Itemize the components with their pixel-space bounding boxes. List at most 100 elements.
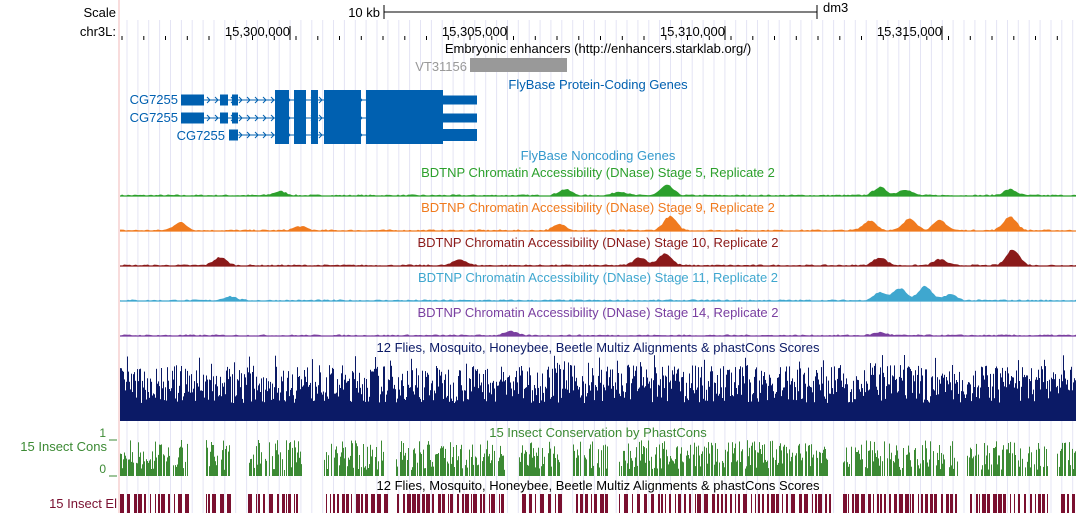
- multiz-bar: [243, 402, 244, 421]
- multiz-bar: [425, 371, 426, 421]
- phastcons-bar: [153, 468, 154, 476]
- multiz-bar: [137, 369, 138, 421]
- phastcons-bar: [258, 440, 259, 476]
- multiz-bar: [337, 379, 338, 421]
- multiz-bar: [219, 395, 220, 421]
- conserved-element: [150, 494, 151, 513]
- gene-label-1[interactable]: CG7255: [130, 92, 178, 107]
- phastcons-bar: [249, 462, 250, 476]
- phastcons-bar: [784, 444, 785, 476]
- multiz-bar: [246, 384, 247, 421]
- multiz-bar: [752, 394, 753, 421]
- multiz-bar: [265, 389, 266, 421]
- multiz-bar: [171, 388, 172, 421]
- phastcons-bar: [694, 442, 695, 476]
- dnase-stage9-track[interactable]: BDTNP Chromatin Accessibility (DNase) St…: [120, 200, 1076, 232]
- phastcons-bar: [250, 459, 251, 476]
- multiz-bar: [579, 387, 580, 421]
- phastcons-bar: [603, 445, 604, 476]
- phastcons-track[interactable]: 15 Insect Cons 1 0 15 Insect Conservatio…: [20, 425, 1076, 477]
- phastcons-bar: [708, 442, 709, 476]
- multiz-bar: [821, 367, 822, 421]
- multiz-bar: [432, 380, 433, 421]
- gene-label-3[interactable]: CG7255: [177, 128, 225, 143]
- phastcons-bar: [735, 443, 736, 476]
- phastcons-bar: [1003, 445, 1004, 476]
- strand-arrow: [254, 114, 259, 122]
- phastcons-bar: [930, 441, 931, 476]
- dnase-stage10-track[interactable]: BDTNP Chromatin Accessibility (DNase) St…: [120, 235, 1076, 267]
- dnase-stage5-track[interactable]: BDTNP Chromatin Accessibility (DNase) St…: [120, 165, 1076, 197]
- conserved-element: [185, 494, 189, 513]
- multiz-bar: [777, 377, 778, 421]
- multiz-bar: [180, 371, 181, 421]
- multiz-bar: [744, 383, 745, 421]
- enhancer-item[interactable]: [470, 58, 567, 72]
- phastcons-bar: [158, 454, 159, 476]
- multiz-bar: [784, 387, 785, 421]
- phastcons-bar: [476, 457, 477, 476]
- multiz-bar: [550, 398, 551, 421]
- conserved-element: [483, 494, 485, 513]
- dnase-stage11-track[interactable]: BDTNP Chromatin Accessibility (DNase) St…: [120, 270, 1076, 302]
- insect-elements-track[interactable]: 12 Flies, Mosquito, Honeybee, Beetle Mul…: [49, 478, 1075, 513]
- multiz-bar: [1004, 386, 1005, 421]
- multiz-bar: [490, 382, 491, 421]
- gene-exon: [468, 113, 477, 123]
- dnase-stage14-title: BDTNP Chromatin Accessibility (DNase) St…: [417, 305, 778, 320]
- multiz-bar: [926, 369, 927, 421]
- multiz-bar: [539, 403, 540, 421]
- multiz-bar: [204, 397, 205, 421]
- multiz-bar: [315, 381, 316, 421]
- phastcons-bar: [492, 444, 493, 476]
- phastcons-bar: [882, 461, 883, 476]
- multiz-bar: [594, 400, 595, 421]
- multiz-bar: [748, 402, 749, 421]
- multiz-bar: [354, 379, 355, 421]
- flybase-noncoding-track[interactable]: FlyBase Noncoding Genes: [521, 148, 676, 163]
- phastcons-bar: [257, 464, 258, 476]
- multiz-bar: [131, 373, 132, 421]
- multiz-bar: [1008, 373, 1009, 421]
- phastcons-bar: [213, 445, 214, 476]
- multiz-bar: [830, 393, 831, 421]
- multiz-bar: [844, 388, 845, 421]
- phastcons-bar: [641, 440, 642, 476]
- gene-label-2[interactable]: CG7255: [130, 110, 178, 125]
- dnase-stage14-track[interactable]: BDTNP Chromatin Accessibility (DNase) St…: [120, 305, 1076, 337]
- phastcons-side-label[interactable]: 15 Insect Cons: [20, 439, 107, 454]
- multiz-bar: [705, 400, 706, 421]
- multiz-bar: [838, 368, 839, 421]
- multiz-bar: [953, 399, 954, 421]
- multiz-bar: [365, 401, 366, 421]
- enhancers-track[interactable]: Embryonic enhancers (http://enhancers.st…: [415, 41, 751, 74]
- phastcons-bar: [282, 459, 283, 476]
- elements-side-label[interactable]: 15 Insect El: [49, 496, 117, 511]
- multiz-bar: [449, 401, 450, 421]
- multiz-bar: [399, 389, 400, 421]
- multiz-bar: [797, 369, 798, 421]
- conserved-element: [269, 494, 273, 513]
- multiz-track[interactable]: 12 Flies, Mosquito, Honeybee, Beetle Mul…: [120, 340, 1076, 421]
- phastcons-bar: [437, 454, 438, 476]
- phastcons-bar: [898, 458, 899, 476]
- phastcons-bar: [532, 457, 533, 476]
- conserved-element: [651, 494, 654, 513]
- phastcons-bar: [926, 448, 927, 476]
- phastcons-bar: [251, 458, 252, 476]
- multiz-bar: [938, 394, 939, 421]
- phastcons-bar: [664, 441, 665, 476]
- phastcons-bar: [640, 460, 641, 476]
- multiz-bar: [216, 375, 217, 421]
- flybase-coding-track[interactable]: FlyBase Protein-Coding Genes CG7255 CG72…: [130, 77, 689, 144]
- multiz-bar: [291, 388, 292, 421]
- base-position-ruler[interactable]: Scale chr3L: 10 kb dm3 15,300,000 15,305…: [80, 0, 1058, 40]
- conserved-element: [934, 494, 937, 513]
- multiz-bar: [196, 370, 197, 421]
- multiz-bar: [804, 372, 805, 421]
- conserved-element: [263, 494, 265, 513]
- phastcons-bar: [800, 453, 801, 476]
- phastcons-bar: [156, 457, 157, 476]
- multiz-bar: [701, 366, 702, 421]
